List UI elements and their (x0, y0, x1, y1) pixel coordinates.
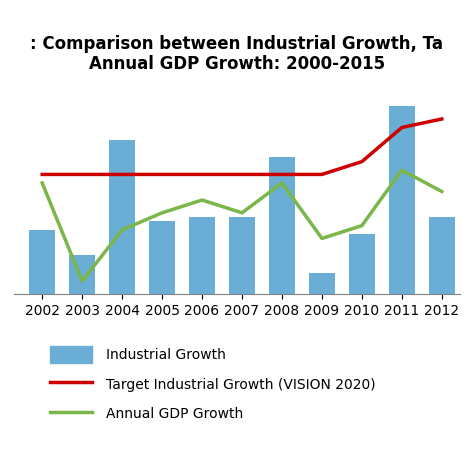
Bar (229, 217, 255, 294)
Annual GDP Growth (399, 167, 405, 173)
Target Industrial Growth (VISION 2020) (79, 172, 85, 177)
Target Industrial Growth (VISION 2020) (119, 172, 125, 177)
Target Industrial Growth (VISION 2020) (159, 172, 165, 177)
Target Industrial Growth (VISION 2020) (239, 172, 245, 177)
Target Industrial Growth (VISION 2020) (359, 159, 365, 164)
Title: : Comparison between Industrial Growth, Ta
Annual GDP Growth: 2000-2015: : Comparison between Industrial Growth, … (30, 35, 444, 73)
Bar (189, 217, 215, 294)
Annual GDP Growth (359, 223, 365, 228)
Annual GDP Growth (79, 278, 85, 284)
Target Industrial Growth (VISION 2020) (39, 172, 45, 177)
Target Industrial Growth (VISION 2020) (439, 116, 445, 122)
Bar (309, 273, 335, 294)
Bar (29, 230, 55, 294)
Bar (109, 140, 135, 294)
Annual GDP Growth (439, 189, 445, 194)
Bar (389, 106, 415, 294)
Annual GDP Growth (239, 210, 245, 216)
Annual GDP Growth (279, 180, 285, 186)
Bar (429, 217, 455, 294)
Annual GDP Growth (159, 210, 165, 216)
Bar (69, 255, 95, 294)
Target Industrial Growth (VISION 2020) (319, 172, 325, 177)
Bar (149, 221, 175, 294)
Bar (269, 157, 295, 294)
Target Industrial Growth (VISION 2020) (279, 172, 285, 177)
Legend: Industrial Growth, Target Industrial Growth (VISION 2020), Annual GDP Growth: Industrial Growth, Target Industrial Gro… (44, 339, 383, 429)
Annual GDP Growth (39, 180, 45, 186)
Target Industrial Growth (VISION 2020) (199, 172, 205, 177)
Target Industrial Growth (VISION 2020) (399, 125, 405, 130)
Line: Annual GDP Growth: Annual GDP Growth (42, 170, 442, 281)
Annual GDP Growth (199, 197, 205, 203)
Bar (349, 234, 375, 294)
Line: Target Industrial Growth (VISION 2020): Target Industrial Growth (VISION 2020) (42, 119, 442, 174)
Annual GDP Growth (319, 236, 325, 241)
Annual GDP Growth (119, 227, 125, 233)
